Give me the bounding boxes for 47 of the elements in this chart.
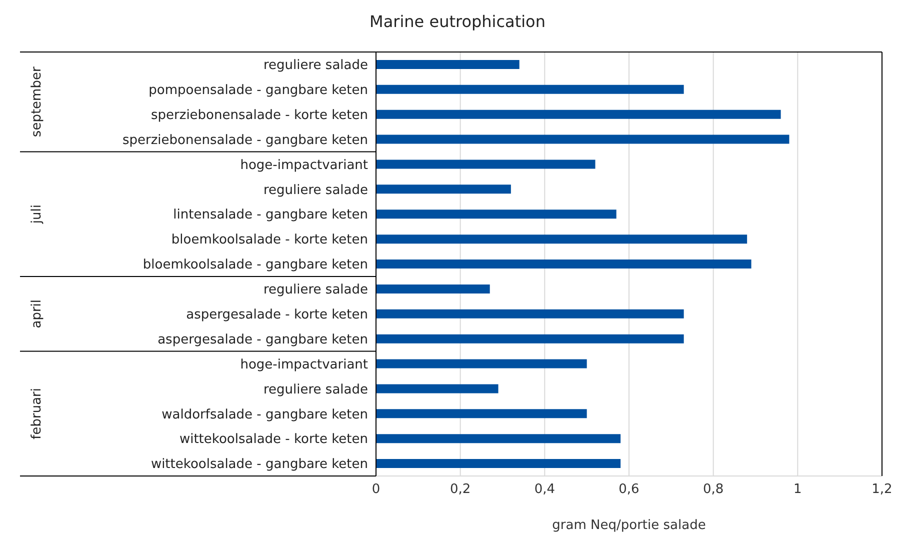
x-tick-label: 0,6 [618, 482, 640, 498]
bar [376, 309, 684, 318]
bar [376, 184, 511, 194]
y-tick-label: hoge-impactvariant [240, 357, 368, 372]
bar [376, 359, 587, 368]
text: september [30, 66, 45, 138]
bar [376, 110, 781, 119]
y-tick-label: hoge-impactvariant [240, 158, 368, 173]
y-tick-label: bloemkoolsalade - gangbare keten [142, 258, 368, 273]
bar [376, 434, 621, 444]
text: april [30, 299, 45, 328]
bar [376, 459, 621, 468]
y-tick-label: wittekoolsalade - korte keten [179, 432, 368, 448]
bar [376, 384, 498, 394]
bar [376, 334, 684, 344]
y-tick-label: wittekoolsalade - gangbare keten [150, 457, 368, 472]
text: februari [30, 388, 45, 440]
bar [376, 160, 596, 169]
chart-title: Marine eutrophication [368, 12, 546, 31]
y-tick-label: pompoensalade - gangbare keten [148, 83, 368, 98]
y-tick-label: sperziebonensalade - gangbare keten [122, 132, 368, 148]
bar [376, 284, 490, 294]
bar [376, 409, 587, 418]
bar [376, 134, 790, 144]
text: juli [30, 204, 45, 225]
y-tick-label: reguliere salade [263, 382, 368, 398]
bar [376, 210, 616, 219]
y-tick-label: reguliere salade [263, 282, 368, 298]
y-tick-label: lintensalade - gangbare keten [173, 208, 368, 223]
x-tick-label: 0,4 [534, 482, 556, 498]
y-tick-label: waldorfsalade - gangbare keten [162, 407, 368, 422]
bar [376, 260, 752, 269]
y-tick-label: reguliere salade [263, 58, 368, 74]
x-tick-label: 0,8 [702, 482, 724, 498]
x-tick-label: 1 [794, 482, 802, 498]
y-tick-label: aspergesalade - gangbare keten [158, 332, 368, 348]
y-tick-label: bloemkoolsalade - korte keten [171, 232, 368, 248]
x-tick-label: 0 [372, 482, 380, 498]
x-tick-label: 1,2 [872, 482, 892, 498]
y-tick-label: reguliere salade [263, 182, 368, 198]
y-tick-label: sperziebonensalade - korte keten [151, 108, 368, 123]
x-axis-title: gram Neq/portie salade [552, 518, 706, 533]
y-tick-label: aspergesalade - korte keten [186, 307, 368, 322]
x-tick-label: 0,2 [450, 482, 471, 498]
bar [376, 60, 520, 69]
bar [376, 234, 748, 244]
bar [376, 84, 684, 94]
